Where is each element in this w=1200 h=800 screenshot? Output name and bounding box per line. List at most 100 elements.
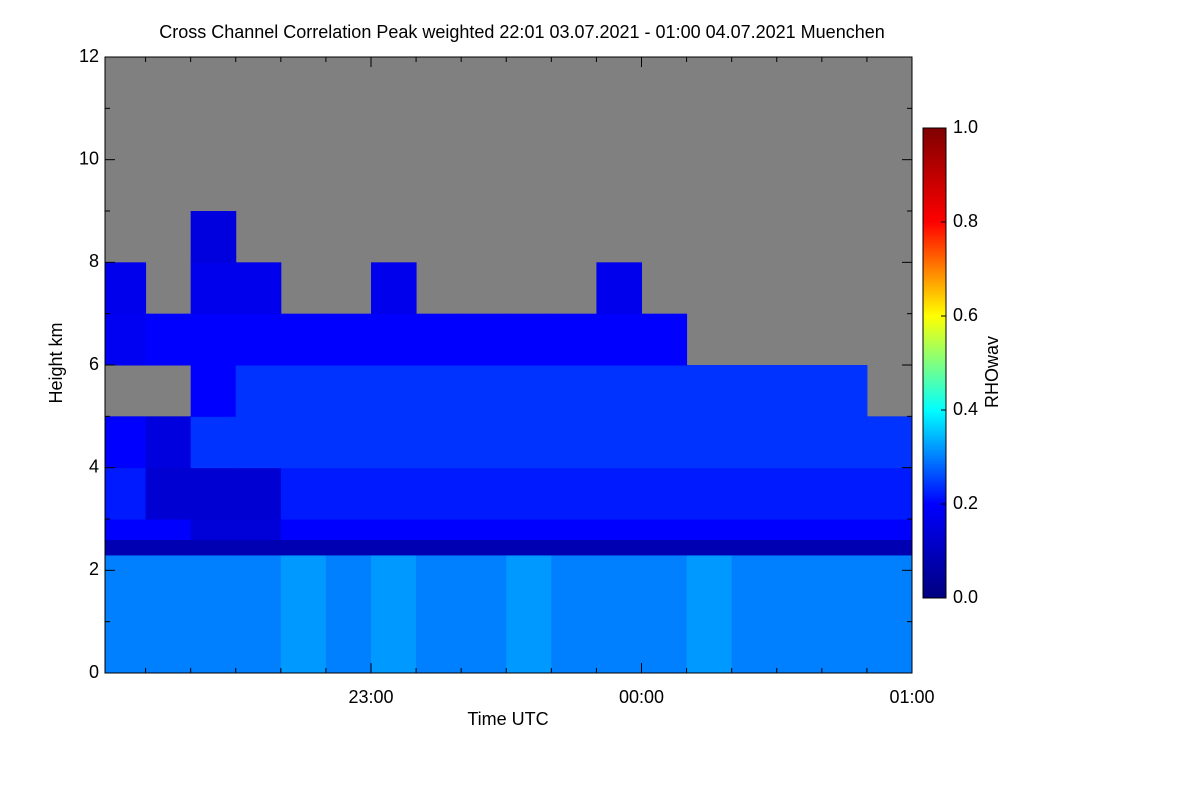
heatmap-cell — [370, 554, 417, 673]
heatmap-cell — [325, 539, 372, 556]
colorbar-tick-label: 0.0 — [953, 587, 978, 607]
heatmap-cell — [105, 519, 147, 541]
x-tick-label: 00:00 — [619, 687, 664, 707]
heatmap-cell — [866, 539, 912, 556]
heatmap-cell — [235, 467, 282, 520]
heatmap-cell — [416, 467, 462, 520]
heatmap-cell — [105, 554, 147, 673]
heatmap-cell — [686, 365, 733, 417]
heatmap-cell — [596, 554, 642, 673]
heatmap-cell — [280, 313, 327, 366]
heatmap-cell — [325, 313, 372, 366]
heatmap-cell — [190, 519, 237, 541]
heatmap-cell — [821, 416, 868, 469]
heatmap-cell — [686, 416, 733, 469]
heatmap-cell — [190, 211, 237, 263]
heatmap-cell — [325, 519, 372, 541]
heatmap-cell — [416, 539, 462, 556]
heatmap-cell — [190, 313, 237, 366]
heatmap-cell — [551, 467, 597, 520]
heatmap-cell — [551, 365, 597, 417]
heatmap-cell — [821, 519, 868, 541]
heatmap-cell — [506, 554, 552, 673]
heatmap-cell — [686, 554, 733, 673]
heatmap-cell — [370, 313, 417, 366]
heatmap-cell — [105, 262, 147, 315]
heatmap-cell — [731, 467, 778, 520]
heatmap-cell — [235, 313, 282, 366]
heatmap-cell — [235, 554, 282, 673]
colorbar-label: RHOwav — [982, 336, 1002, 408]
heatmap-cell — [731, 539, 778, 556]
heatmap-cell — [461, 416, 507, 469]
heatmap-cell — [325, 467, 372, 520]
heatmap-cell — [280, 554, 327, 673]
heatmap-cell — [325, 554, 372, 673]
x-tick-label: 01:00 — [889, 687, 934, 707]
heatmap-cell — [686, 519, 733, 541]
heatmap-cell — [776, 467, 823, 520]
heatmap-cell — [641, 416, 688, 469]
heatmap-cell — [596, 365, 642, 417]
heatmap-cell — [235, 519, 282, 541]
heatmap-cell — [105, 416, 147, 469]
heatmap-cell — [641, 467, 688, 520]
heatmap-cell — [551, 313, 597, 366]
heatmap-cell — [280, 539, 327, 556]
heatmap-cell — [866, 519, 912, 541]
colorbar-tick-label: 0.8 — [953, 211, 978, 231]
heatmap-cell — [596, 467, 642, 520]
heatmap — [105, 211, 912, 673]
y-axis-label: Height km — [46, 322, 66, 403]
heatmap-cell — [235, 416, 282, 469]
heatmap-cell — [190, 262, 237, 315]
heatmap-cell — [551, 416, 597, 469]
heatmap-cell — [461, 554, 507, 673]
heatmap-cell — [776, 539, 823, 556]
y-tick-label: 0 — [89, 662, 99, 682]
heatmap-cell — [596, 416, 642, 469]
heatmap-cell — [145, 467, 192, 520]
heatmap-cell — [235, 365, 282, 417]
heatmap-cell — [821, 539, 868, 556]
heatmap-cell — [145, 554, 192, 673]
heatmap-cell — [145, 539, 192, 556]
heatmap-cell — [235, 539, 282, 556]
heatmap-cell — [105, 313, 147, 366]
heatmap-cell — [280, 416, 327, 469]
heatmap-cell — [506, 416, 552, 469]
heatmap-cell — [551, 554, 597, 673]
colorbar-tick-label: 0.4 — [953, 399, 978, 419]
heatmap-cell — [105, 467, 147, 520]
heatmap-cell — [731, 554, 778, 673]
heatmap-cell — [596, 262, 642, 315]
heatmap-cell — [866, 554, 912, 673]
heatmap-cell — [821, 365, 868, 417]
heatmap-cell — [325, 416, 372, 469]
y-tick-label: 6 — [89, 354, 99, 374]
chart-title: Cross Channel Correlation Peak weighted … — [159, 22, 885, 42]
heatmap-cell — [461, 519, 507, 541]
heatmap-cell — [461, 467, 507, 520]
heatmap-cell — [596, 539, 642, 556]
heatmap-cell — [776, 416, 823, 469]
heatmap-cell — [551, 519, 597, 541]
heatmap-cell — [280, 519, 327, 541]
heatmap-cell — [145, 519, 192, 541]
heatmap-cell — [731, 519, 778, 541]
heatmap-cell — [105, 539, 147, 556]
colorbar-tick-label: 1.0 — [953, 117, 978, 137]
y-tick-label: 12 — [79, 46, 99, 66]
heatmap-cell — [506, 467, 552, 520]
colorbar-tick-label: 0.2 — [953, 493, 978, 513]
y-tick-label: 10 — [79, 148, 99, 168]
heatmap-cell — [145, 416, 192, 469]
colorbar — [923, 128, 946, 598]
y-tick-label: 8 — [89, 251, 99, 271]
heatmap-cell — [596, 313, 642, 366]
heatmap-cell — [190, 467, 237, 520]
heatmap-cell — [280, 467, 327, 520]
heatmap-cell — [325, 365, 372, 417]
heatmap-cell — [821, 467, 868, 520]
heatmap-cell — [190, 416, 237, 469]
